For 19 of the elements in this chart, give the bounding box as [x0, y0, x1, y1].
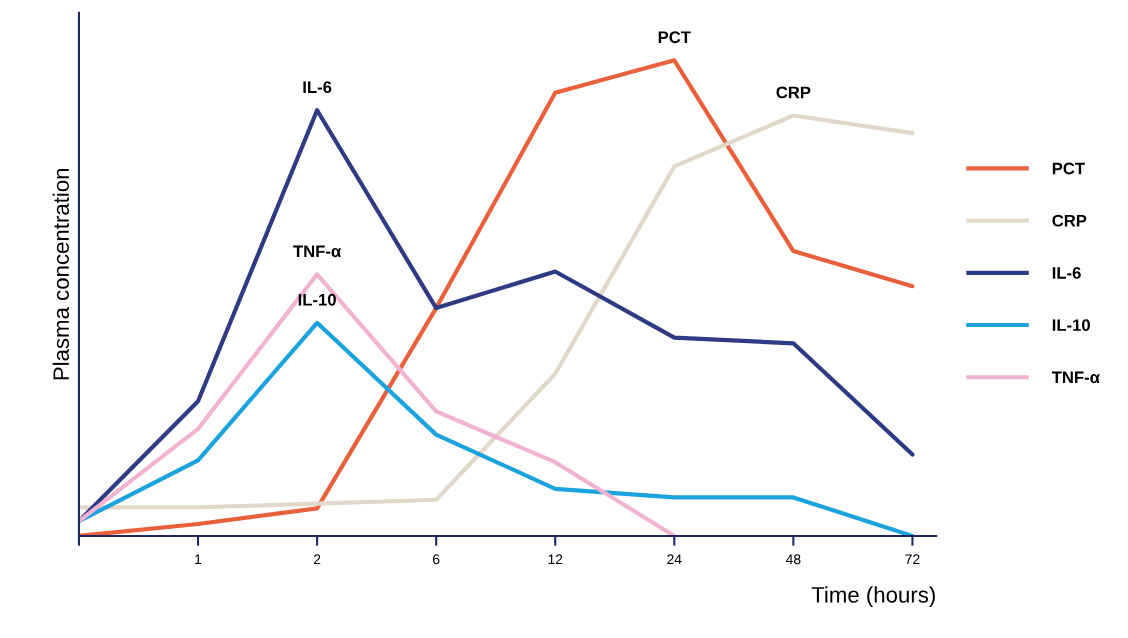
legend-label: IL-10 — [1052, 319, 1090, 332]
x-tick-label: 12 — [548, 554, 563, 565]
x-axis-title: Time (hours) — [811, 586, 935, 608]
x-tick-label: 1 — [195, 554, 202, 565]
x-tick-label: 2 — [313, 554, 321, 565]
legend-label: PCT — [1052, 162, 1085, 175]
legend-label: TNF-α — [1051, 371, 1100, 384]
x-tick-label: 24 — [667, 554, 682, 565]
annotation: IL-6 — [303, 81, 332, 94]
annotation: CRP — [776, 86, 811, 99]
legend-label: CRP — [1052, 214, 1087, 227]
y-axis-title: Plasma concentration — [52, 168, 70, 380]
x-tick-label: 6 — [433, 554, 440, 565]
annotation: IL-10 — [298, 293, 336, 306]
legend-label: IL-6 — [1052, 267, 1081, 279]
x-tick-label: 72 — [905, 554, 920, 565]
annotation: TNF-α — [293, 245, 342, 258]
annotation: PCT — [658, 31, 691, 44]
x-tick-label: 48 — [785, 554, 801, 565]
